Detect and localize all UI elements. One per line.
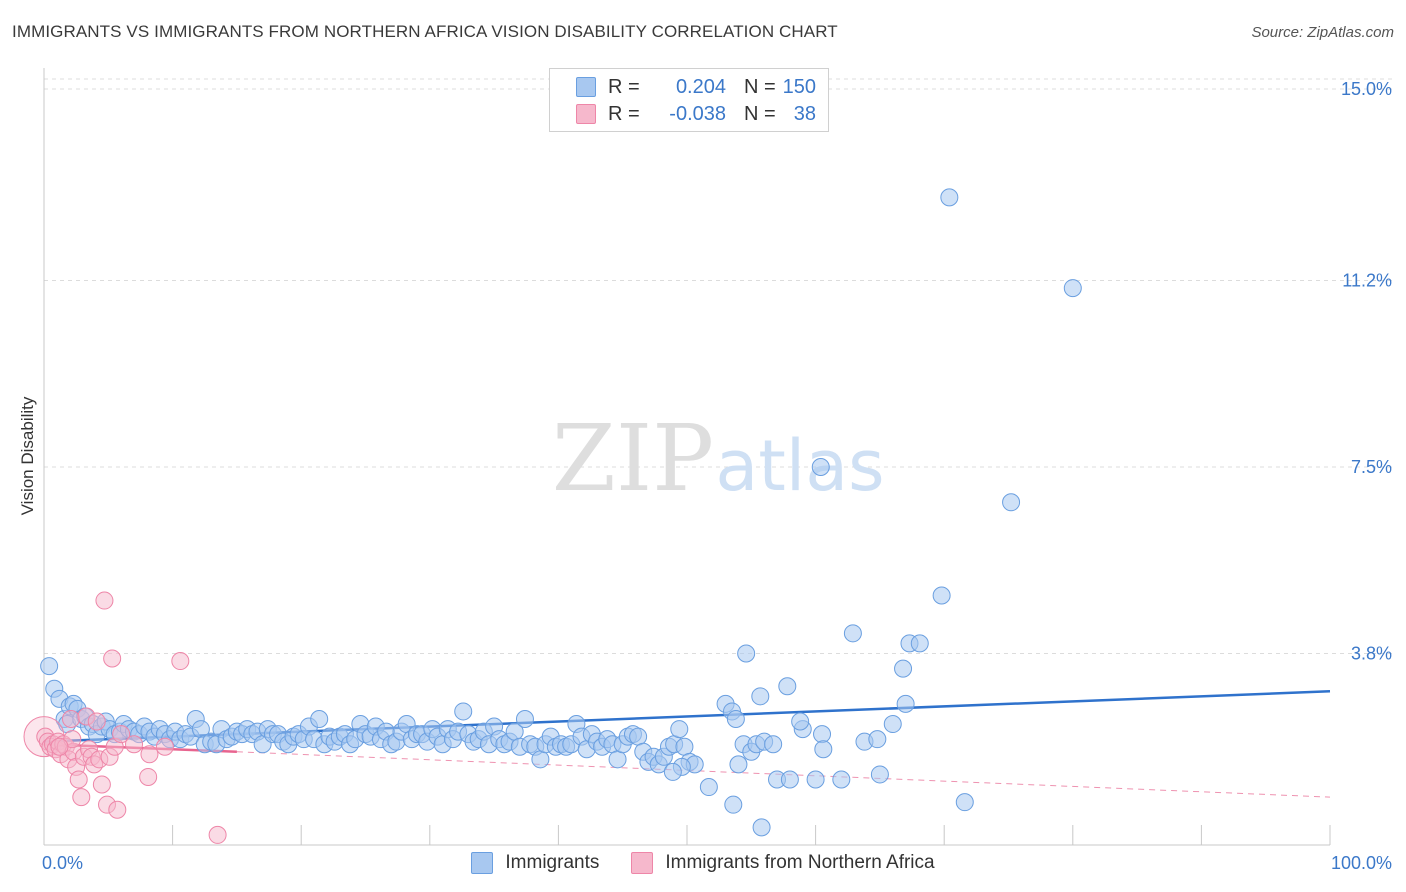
legend-n-value: 150 <box>782 75 816 98</box>
legend-row-immigrants: R = 0.204 N = 150 <box>550 73 816 101</box>
point-immigrants <box>724 795 743 814</box>
legend-swatch-immigrants <box>576 77 596 97</box>
point-northern-africa <box>112 725 131 744</box>
point-northern-africa <box>72 788 91 807</box>
point-northern-africa <box>69 770 88 789</box>
point-northern-africa <box>92 775 111 794</box>
point-northern-africa <box>140 745 159 764</box>
correlation-legend: R = 0.204 N = 150 R = -0.038 N = 38 <box>549 68 829 132</box>
point-immigrants <box>940 188 959 207</box>
point-immigrants <box>726 710 745 728</box>
series-label-immigrants: Immigrants <box>505 852 600 873</box>
series-legend-immigrants[interactable]: Immigrants <box>471 852 599 874</box>
point-immigrants <box>778 677 797 696</box>
legend-r-value: 0.204 <box>675 75 726 98</box>
series-legend: Immigrants Immigrants from Northern Afri… <box>0 852 1406 874</box>
x-tick-label-min: 0.0% <box>42 853 83 873</box>
y-tick-label: 11.2% <box>1342 271 1392 291</box>
point-immigrants <box>870 765 889 784</box>
legend-row-northern-africa: R = -0.038 N = 38 <box>550 100 816 128</box>
tick-labels: 3.8% 7.5% 11.2% 15.0% 0.0% 100.0% <box>42 79 1392 873</box>
point-northern-africa <box>87 712 106 731</box>
watermark: ZIP atlas <box>552 405 885 512</box>
point-immigrants <box>752 818 771 837</box>
legend-r-label: R = <box>608 102 640 125</box>
y-axis-label: Vision Disability <box>18 396 37 516</box>
point-immigrants <box>932 586 951 605</box>
watermark-zip: ZIP <box>552 405 714 512</box>
point-northern-africa <box>62 710 81 728</box>
source-label: Source: ZipAtlas.com <box>1251 24 1394 41</box>
point-northern-africa <box>171 652 190 671</box>
point-immigrants <box>515 710 534 728</box>
point-immigrants <box>811 458 830 476</box>
legend-swatch-northern-africa <box>576 104 596 124</box>
point-immigrants <box>531 750 550 769</box>
legend-r-value: -0.038 <box>669 102 726 125</box>
legend-n-label: N = <box>744 102 776 125</box>
grid-lines <box>44 78 1394 654</box>
x-tick-label-max: 100.0% <box>1331 853 1392 873</box>
point-immigrants <box>813 725 832 744</box>
data-points <box>23 188 1082 844</box>
point-immigrants <box>699 778 718 797</box>
point-immigrants <box>843 624 862 643</box>
axes <box>43 68 1331 846</box>
point-immigrants <box>832 770 851 789</box>
point-immigrants <box>629 727 648 746</box>
point-immigrants <box>883 715 902 734</box>
point-immigrants <box>910 634 929 653</box>
point-immigrants <box>780 770 799 789</box>
point-immigrants <box>868 730 887 749</box>
point-immigrants <box>1063 279 1082 298</box>
point-immigrants <box>1002 493 1021 512</box>
point-immigrants <box>663 762 682 781</box>
point-immigrants <box>955 793 974 812</box>
point-immigrants <box>806 770 825 789</box>
point-immigrants <box>454 702 473 721</box>
point-immigrants <box>894 659 913 678</box>
point-northern-africa <box>95 591 114 610</box>
watermark-atlas: atlas <box>715 425 884 507</box>
point-northern-africa <box>103 649 122 668</box>
series-swatch-northern-africa <box>631 852 654 874</box>
point-immigrants <box>764 735 783 754</box>
point-northern-africa <box>208 825 227 844</box>
y-tick-label: 15.0% <box>1341 79 1392 99</box>
point-immigrants <box>896 694 915 713</box>
series-label-northern-africa: Immigrants from Northern Africa <box>665 852 935 873</box>
series-swatch-immigrants <box>471 852 494 874</box>
point-immigrants <box>814 740 833 759</box>
point-immigrants <box>737 644 756 663</box>
point-northern-africa <box>139 767 158 786</box>
point-immigrants <box>608 750 627 769</box>
point-immigrants <box>751 687 770 706</box>
y-tick-label: 7.5% <box>1351 457 1392 477</box>
legend-r-label: R = <box>608 75 640 98</box>
point-immigrants <box>791 712 810 731</box>
point-immigrants <box>40 657 59 676</box>
legend-n-value: 38 <box>793 102 816 125</box>
point-immigrants <box>729 755 748 774</box>
series-legend-northern-africa[interactable]: Immigrants from Northern Africa <box>631 852 935 874</box>
point-northern-africa <box>50 737 69 756</box>
chart-title: IMMIGRANTS VS IMMIGRANTS FROM NORTHERN A… <box>12 22 838 41</box>
point-northern-africa <box>125 735 144 754</box>
point-northern-africa <box>108 800 127 819</box>
legend-n-label: N = <box>744 75 776 98</box>
point-immigrants <box>310 710 329 728</box>
y-tick-label: 3.8% <box>1351 643 1392 663</box>
point-northern-africa <box>155 737 174 756</box>
point-immigrants <box>675 737 694 756</box>
point-immigrants <box>670 720 689 739</box>
